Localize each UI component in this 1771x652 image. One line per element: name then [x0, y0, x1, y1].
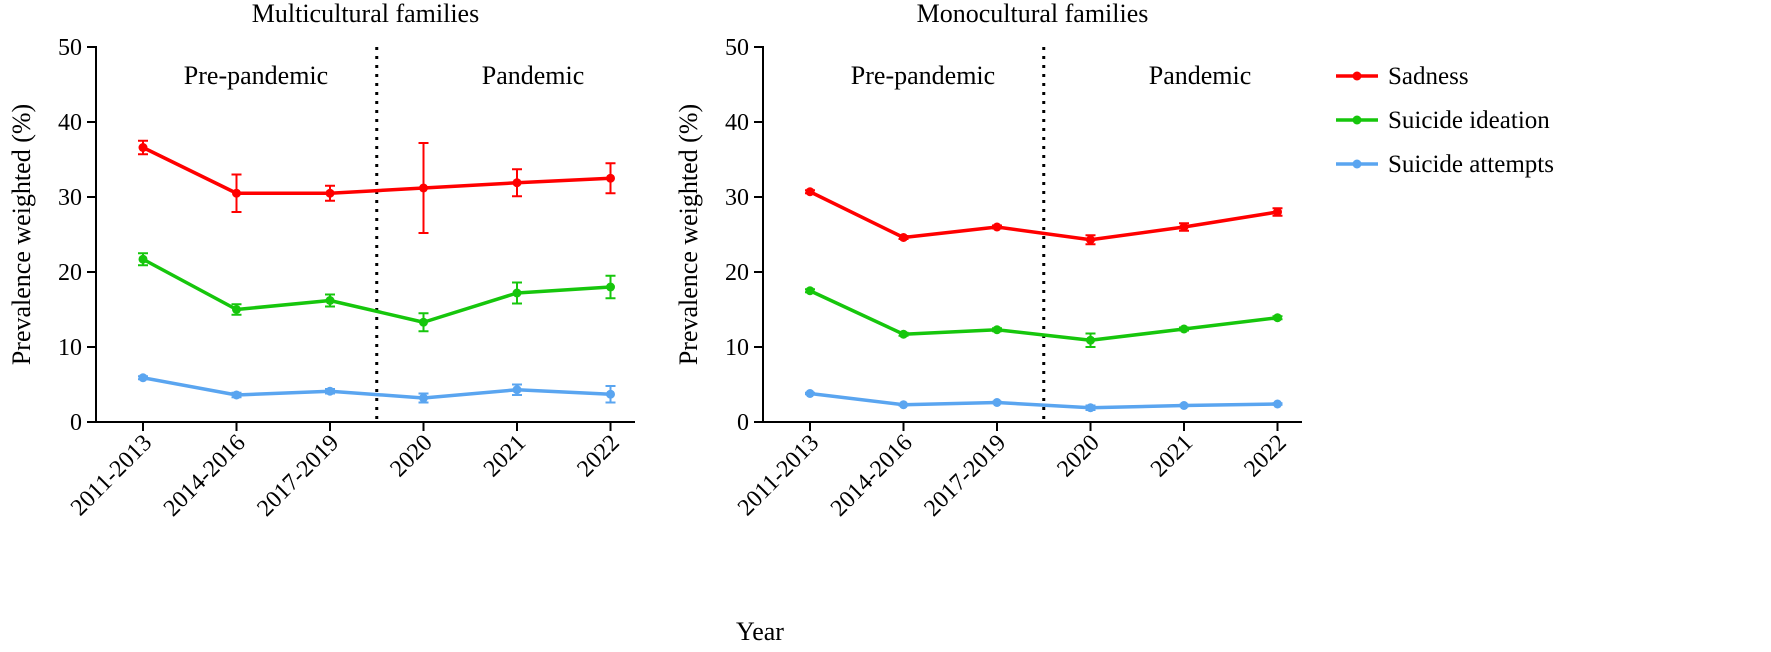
data-point [1086, 335, 1095, 345]
x-tick-label: 2022 [572, 430, 624, 482]
legend-entry: Suicide attempts [1336, 151, 1554, 178]
y-axis-title: Prevalence weighted (%) [674, 104, 703, 365]
data-point [606, 282, 615, 292]
y-axis-title: Prevalence weighted (%) [7, 104, 36, 365]
legend-label: Suicide attempts [1388, 151, 1554, 178]
series-suicide-ideation [138, 252, 616, 333]
data-point [899, 400, 908, 410]
data-point [1086, 235, 1095, 245]
data-point [1179, 222, 1189, 232]
data-point [1086, 403, 1095, 413]
series-line [809, 190, 1278, 242]
x-tick-label: 2022 [1239, 430, 1291, 482]
legend-entry: Suicide ideation [1336, 107, 1550, 134]
data-point [805, 389, 815, 398]
x-axis-title: Year [736, 617, 784, 646]
data-point [325, 188, 335, 198]
legend-swatch-marker [1352, 71, 1362, 81]
series-sadness [138, 139, 616, 234]
y-tick-label: 40 [58, 110, 82, 136]
data-point [1179, 401, 1189, 410]
x-tick-label: 2014-2016 [159, 430, 251, 522]
data-point [138, 373, 148, 383]
x-tick-label: 2017-2019 [252, 430, 344, 522]
series-line [809, 391, 1278, 410]
legend-label: Sadness [1388, 63, 1469, 90]
y-tick-label: 50 [58, 35, 82, 61]
data-point [138, 143, 148, 152]
y-tick-label: 20 [58, 260, 82, 286]
data-point [1273, 207, 1282, 217]
data-point [419, 317, 428, 327]
data-point [992, 325, 1002, 335]
legend-swatch-marker [1352, 115, 1362, 125]
series-suicide-attempts [138, 373, 616, 404]
x-tick-label: 2011-2013 [66, 430, 157, 521]
chart-panels: Multicultural families 0 10 20 30 40 50 Prevale… [7, 0, 1302, 522]
series-line [142, 376, 611, 400]
series-line [809, 289, 1278, 342]
y-tick-label: 40 [725, 110, 749, 136]
data-point [992, 398, 1002, 407]
data-point [232, 188, 241, 198]
y-tick-label: 0 [737, 410, 749, 436]
y-tick-label: 10 [725, 335, 749, 361]
pre-pandemic-label: Pre-pandemic [184, 61, 328, 90]
panel-title: Multicultural families [252, 0, 479, 28]
data-point [138, 254, 148, 264]
x-tick-label: 2020 [1052, 430, 1104, 482]
x-tick-label: 2020 [385, 430, 437, 482]
x-tick-label: 2021 [479, 430, 531, 482]
data-point [325, 296, 335, 305]
data-point [606, 389, 615, 399]
y-tick-label: 30 [58, 185, 82, 211]
data-point [606, 173, 615, 183]
series-line [142, 145, 611, 195]
data-point [512, 385, 522, 395]
data-point [419, 393, 428, 403]
legend-swatch-marker [1352, 159, 1362, 169]
y-tick-label: 20 [725, 260, 749, 286]
pre-pandemic-label: Pre-pandemic [851, 61, 995, 90]
data-point [1273, 399, 1282, 409]
y-tick-label: 10 [58, 335, 82, 361]
y-tick-label: 50 [725, 35, 749, 61]
series-suicide-ideation [805, 286, 1283, 348]
y-tick-label: 0 [70, 410, 82, 436]
panel-title: Monocultural families [917, 0, 1149, 28]
series-sadness [805, 187, 1283, 246]
x-tick-label: 2014-2016 [826, 430, 918, 522]
panel-1: Multicultural families 0 10 20 30 40 50 Prevale… [7, 0, 635, 522]
y-tick-label: 30 [725, 185, 749, 211]
pandemic-label: Pandemic [482, 61, 585, 90]
panel-2: Monocultural families 0 10 20 30 40 50 Prevalen… [674, 0, 1302, 522]
data-point [232, 390, 241, 400]
data-point [805, 187, 815, 197]
pandemic-label: Pandemic [1149, 61, 1252, 90]
data-point [1179, 324, 1189, 334]
data-point [512, 288, 522, 298]
legend-label: Suicide ideation [1388, 107, 1550, 134]
data-point [992, 222, 1002, 232]
series-line [142, 257, 611, 324]
data-point [512, 178, 522, 188]
x-tick-label: 2021 [1146, 430, 1198, 482]
data-point [419, 183, 428, 193]
series-suicide-attempts [805, 389, 1283, 413]
data-point [899, 233, 908, 242]
x-tick-label: 2017-2019 [919, 430, 1011, 522]
data-point [232, 305, 241, 314]
data-point [1273, 313, 1282, 323]
legend-entry: Sadness [1336, 63, 1469, 90]
legend: Sadness Suicide ideation Suicide attempts [1336, 63, 1554, 178]
x-tick-label: 2011-2013 [733, 430, 824, 521]
data-point [325, 386, 335, 396]
data-point [899, 329, 908, 339]
data-point [805, 286, 815, 296]
